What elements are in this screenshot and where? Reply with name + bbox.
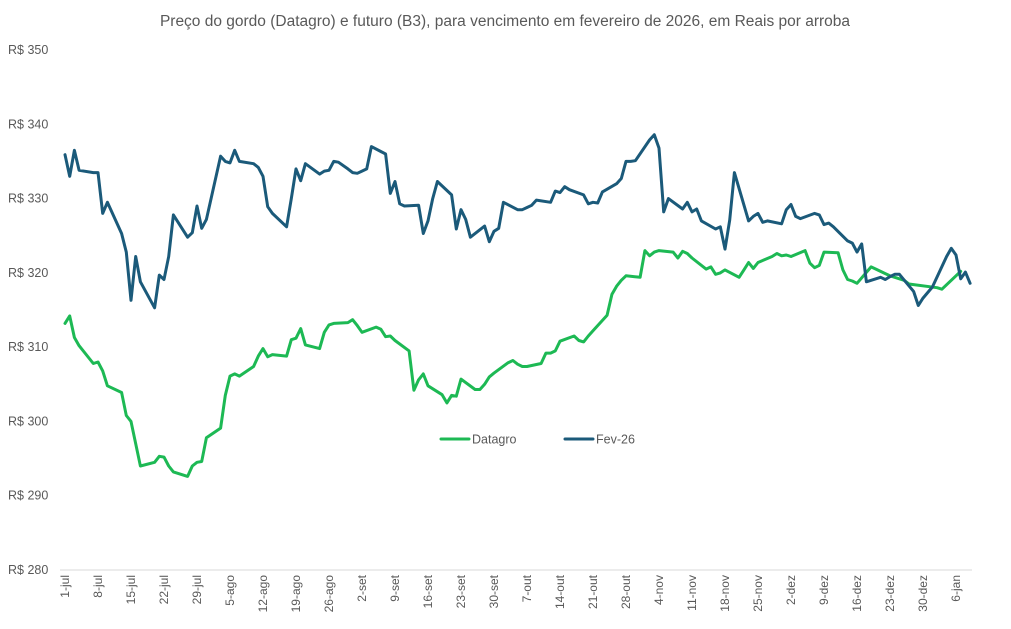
legend-datagro-label: Datagro [472, 433, 517, 447]
x-tick-label: 30-dez [916, 575, 930, 612]
y-tick-label: R$ 340 [8, 117, 48, 131]
series-line-datagro [63, 249, 963, 478]
x-tick-label: 1-jul [58, 575, 72, 598]
x-tick-label: 22-jul [157, 575, 171, 604]
y-tick-label: R$ 320 [8, 266, 48, 280]
x-tick-label: 9-set [388, 574, 402, 601]
x-tick-label: 2-dez [784, 575, 798, 605]
x-tick-label: 9-dez [817, 575, 831, 605]
y-tick-label: R$ 290 [8, 489, 48, 503]
x-tick-label: 29-jul [190, 575, 204, 604]
x-tick-label: 25-nov [751, 575, 765, 612]
x-tick-label: 23-set [454, 574, 468, 608]
y-axis: R$ 350 R$ 340 R$ 330 R$ 320 R$ 310 R$ 300 R$ 2… [8, 43, 48, 577]
x-tick-label: 19-ago [289, 575, 303, 613]
x-tick-label: 2-set [355, 574, 369, 601]
x-tick-label: 16-dez [850, 575, 864, 612]
x-tick-label: 5-ago [223, 575, 237, 606]
series-line-fev-26 [63, 133, 972, 310]
y-tick-label: R$ 310 [8, 340, 48, 354]
x-tick-label: 18-nov [718, 575, 732, 612]
legend-fev26-label: Fev-26 [596, 433, 635, 447]
x-tick-label: 14-out [553, 574, 567, 609]
x-tick-label: 8-jul [91, 575, 105, 598]
y-tick-label: R$ 350 [8, 43, 48, 57]
series-layer [63, 133, 972, 478]
y-tick-label: R$ 330 [8, 192, 48, 206]
x-axis: 1-jul 8-jul 15-jul 22-jul 29-jul 5-ago 12-ago 1… [58, 574, 963, 612]
x-tick-label: 16-set [421, 574, 435, 608]
y-tick-label: R$ 280 [8, 563, 48, 577]
x-tick-label: 30-set [487, 574, 501, 608]
y-tick-label: R$ 300 [8, 414, 48, 428]
x-tick-label: 6-jan [949, 575, 963, 602]
chart-title: Preço do gordo (Datagro) e futuro (B3), … [160, 13, 850, 30]
x-tick-label: 23-dez [883, 575, 897, 612]
x-tick-label: 12-ago [256, 575, 270, 613]
x-tick-label: 7-out [520, 574, 534, 602]
x-tick-label: 21-out [586, 574, 600, 609]
x-tick-label: 26-ago [322, 575, 336, 613]
x-tick-label: 28-out [619, 574, 633, 609]
legend: Datagro Fev-26 [439, 433, 635, 447]
x-tick-label: 11-nov [685, 575, 699, 611]
x-tick-label: 15-jul [124, 575, 138, 604]
x-tick-label: 4-nov [652, 575, 666, 605]
